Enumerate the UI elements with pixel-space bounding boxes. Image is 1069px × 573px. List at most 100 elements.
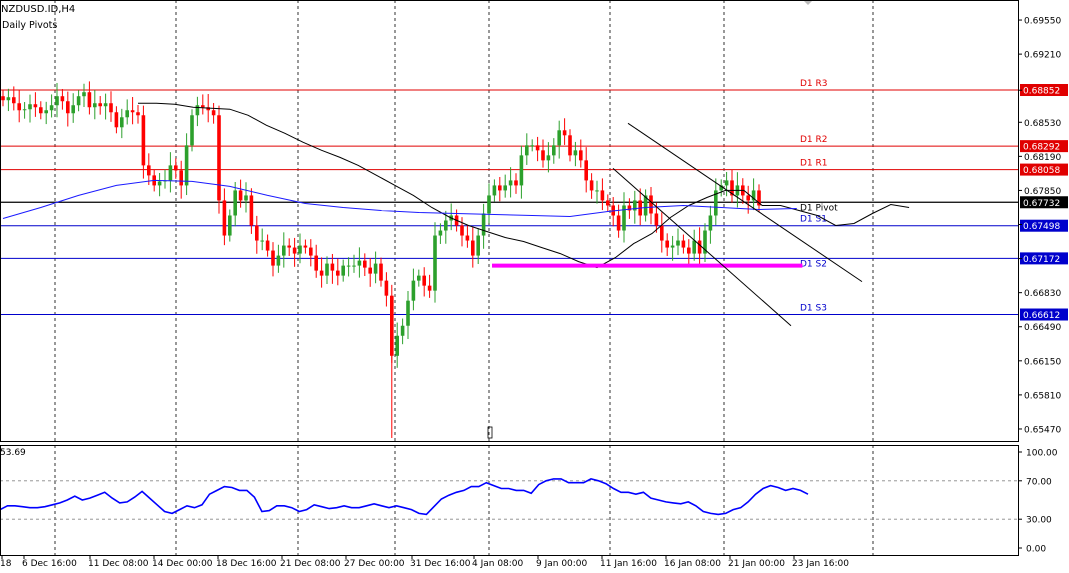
candle-body	[341, 265, 345, 276]
candle-body	[28, 104, 32, 110]
rsi-tick-label: 70.00	[1026, 477, 1052, 487]
candle-body	[751, 190, 756, 201]
candle-body	[400, 325, 405, 336]
rsi-line	[0, 478, 809, 516]
candle-body	[271, 250, 275, 266]
level-name: D1 R3	[800, 79, 828, 89]
level-price-label: 0.66612	[1023, 311, 1060, 321]
price-tick-label: 0.66490	[1024, 323, 1061, 333]
candle-body	[546, 155, 551, 161]
candle-body	[22, 109, 27, 111]
candle-body	[325, 263, 329, 276]
candle-body	[303, 245, 308, 248]
candle-body	[136, 112, 140, 116]
rsi-tick-label: 100.00	[1026, 449, 1058, 459]
price-tick-label: 0.68530	[1024, 119, 1061, 129]
candle-body	[681, 240, 686, 248]
candle-body	[309, 247, 313, 256]
price-tick-label: 0.66830	[1024, 289, 1061, 299]
level-price-badge	[1020, 140, 1068, 153]
candle-body	[6, 97, 11, 101]
candle-body	[498, 185, 502, 191]
level-name: D1 R2	[800, 135, 828, 145]
time-tick-label: 27 Dec 00:00	[344, 559, 405, 569]
candle-body	[33, 104, 38, 108]
candle-body	[487, 195, 491, 214]
candle-body	[346, 265, 351, 267]
ma-slow-line	[2, 179, 797, 219]
candle-body	[93, 103, 97, 108]
price-tick-label: 0.69550	[1024, 17, 1061, 27]
candle-body	[660, 225, 664, 241]
candle-body	[724, 180, 729, 186]
candle-body	[411, 280, 416, 301]
candle-body	[460, 225, 464, 236]
time-tick-label: 21 Dec 08:00	[280, 559, 341, 569]
price-tick-label: 0.66150	[1024, 357, 1061, 367]
candle-body	[336, 270, 340, 276]
candle-body	[211, 110, 216, 116]
candle-body	[395, 335, 399, 356]
candle-body	[676, 240, 680, 246]
candle-body	[82, 92, 86, 97]
price-tick-label: 0.65810	[1024, 391, 1061, 401]
candle-body	[319, 270, 324, 276]
candle-body	[330, 263, 335, 271]
time-tick-label: 18	[0, 559, 12, 569]
candle-body	[719, 185, 723, 191]
candle-body	[730, 180, 734, 196]
time-tick-label: 11 Jan 16:00	[600, 559, 657, 569]
candle-body	[633, 200, 637, 211]
candle-body	[195, 105, 200, 116]
candle-body	[579, 150, 583, 161]
candle-body	[60, 96, 65, 102]
candle-body	[541, 150, 545, 161]
candle-body	[568, 135, 572, 156]
candle-body	[71, 105, 75, 114]
candle-body	[201, 105, 205, 108]
level-price-badge	[1020, 219, 1068, 232]
rsi-tick-label: 0.00	[1026, 545, 1046, 555]
candle-body	[282, 245, 286, 256]
candle-body	[233, 190, 237, 216]
candle-body	[692, 240, 696, 254]
candle-body	[757, 190, 761, 206]
candle-body	[714, 190, 718, 216]
candle-body	[109, 103, 113, 113]
candle-body	[1, 96, 5, 101]
candle-body	[562, 130, 567, 136]
candle-body	[433, 235, 437, 291]
candle-body	[368, 267, 372, 274]
candle-body	[390, 295, 394, 356]
level-name: D1 S3	[800, 304, 827, 314]
candle-body	[438, 230, 443, 236]
candle-body	[600, 190, 605, 201]
annotations	[487, 0, 863, 439]
candle-body	[595, 190, 599, 192]
candle-body	[292, 247, 297, 254]
candle-body	[427, 285, 432, 291]
candle-body	[114, 112, 119, 128]
candle-body	[476, 235, 480, 256]
price-tick-label: 0.67850	[1024, 187, 1061, 197]
candle-body	[222, 200, 227, 236]
candle-body	[363, 260, 367, 268]
candle-body	[314, 255, 318, 271]
candle-body	[616, 215, 621, 231]
candle-body	[287, 245, 291, 248]
candle-body	[508, 180, 513, 186]
level-name: D1 S1	[800, 215, 827, 225]
candle-body	[708, 215, 713, 231]
candle-body	[179, 170, 183, 186]
candle-body	[66, 101, 70, 114]
candle-body	[352, 265, 356, 267]
candle-body	[17, 103, 21, 111]
time-tick-label: 11 Dec 08:00	[88, 559, 149, 569]
candle-body	[206, 107, 210, 111]
level-price-label: 0.68292	[1023, 143, 1060, 153]
rsi-tick-label: 30.00	[1026, 516, 1052, 526]
level-price-badge	[1020, 163, 1068, 176]
candle-body	[384, 280, 389, 296]
rsi-panel	[0, 478, 1018, 520]
